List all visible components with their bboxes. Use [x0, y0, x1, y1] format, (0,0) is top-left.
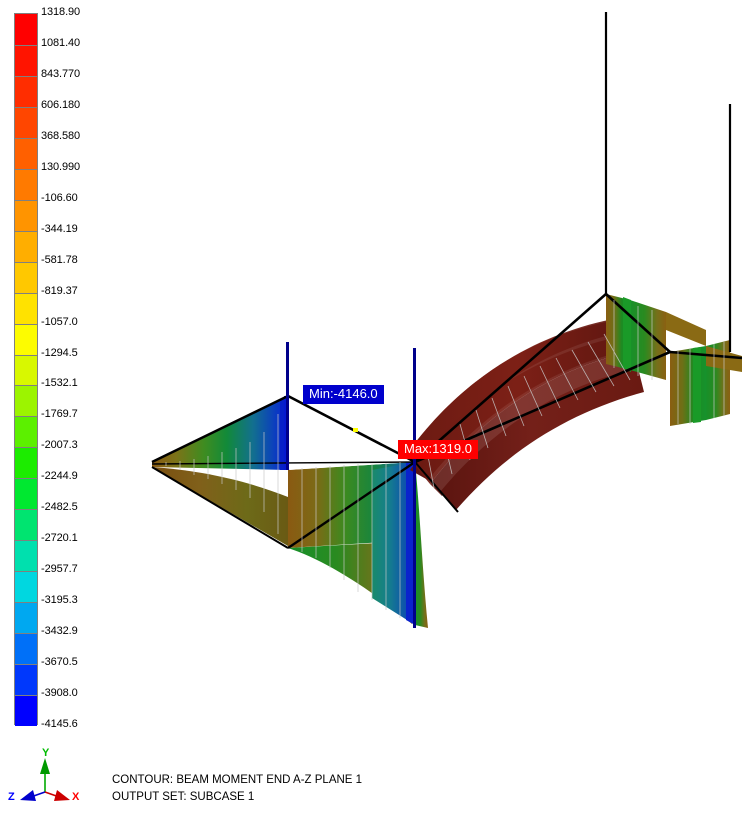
triad-axes-icon	[20, 758, 70, 801]
color-legend-tick-label: -4145.6	[41, 718, 78, 730]
color-legend-band	[15, 106, 37, 138]
color-legend-band	[15, 323, 37, 355]
caption-output-set-line: OUTPUT SET: SUBCASE 1	[112, 791, 255, 803]
caption-contour-line: CONTOUR: BEAM MOMENT END A-Z PLANE 1	[112, 774, 363, 786]
color-legend-tick-label: -3670.5	[41, 656, 78, 669]
max-value-callout[interactable]: Max:1319.0	[398, 440, 478, 459]
color-legend-tick-label: -3195.3	[41, 594, 78, 607]
coordinate-triad[interactable]: Y Z X	[6, 748, 84, 812]
color-legend-band	[15, 168, 37, 200]
color-legend-band	[15, 199, 37, 231]
color-legend-tick-label: 606.180	[41, 98, 81, 111]
color-legend-tick-label: -2957.7	[41, 563, 78, 576]
triad-label-y: Y	[42, 747, 50, 759]
color-legend-band	[15, 540, 37, 572]
color-legend-tick-label: -1057.0	[41, 315, 78, 328]
color-legend: 1318.90 1081.40 843.770 606.180 368.580 130.9…	[0, 0, 110, 740]
color-legend-band	[15, 354, 37, 386]
triad-label-x: X	[72, 791, 80, 803]
color-legend-tick-label: -106.60	[41, 191, 78, 204]
model-viewport[interactable]	[110, 0, 742, 740]
color-legend-band	[15, 385, 37, 417]
color-legend-tick-label: -1294.5	[41, 346, 78, 359]
color-legend-band	[15, 230, 37, 262]
color-legend-tick-label: -2720.1	[41, 532, 78, 545]
color-legend-band	[15, 447, 37, 479]
color-legend-band	[15, 261, 37, 293]
beam-moment-contour-graphic	[151, 12, 742, 628]
color-legend-tick-label: -819.37	[41, 284, 78, 297]
color-legend-band	[15, 292, 37, 324]
plot-caption: CONTOUR: BEAM MOMENT END A-Z PLANE 1 OUT…	[112, 772, 362, 806]
color-legend-tick-label: -581.78	[41, 253, 78, 266]
triad-label-z: Z	[8, 791, 15, 803]
color-legend-bar[interactable]	[14, 13, 38, 726]
color-legend-tick-label: -1532.1	[41, 377, 78, 390]
color-legend-tick-label: -344.19	[41, 222, 78, 235]
color-legend-tick-label: 368.580	[41, 129, 81, 142]
color-legend-tick-label: 1318.90	[41, 6, 81, 18]
color-legend-band	[15, 44, 37, 76]
color-legend-tick-label: 843.770	[41, 67, 81, 80]
color-legend-band	[15, 509, 37, 541]
color-legend-band	[15, 75, 37, 107]
color-legend-tick-label: -3432.9	[41, 625, 78, 638]
color-legend-tick-label: -2007.3	[41, 439, 78, 452]
color-legend-band	[15, 478, 37, 510]
color-legend-band	[15, 137, 37, 169]
color-legend-band	[15, 664, 37, 696]
color-legend-tick-label: -2482.5	[41, 501, 78, 514]
color-legend-band	[15, 695, 37, 726]
color-legend-band	[15, 602, 37, 634]
color-legend-tick-label: 130.990	[41, 160, 81, 173]
color-legend-band	[15, 633, 37, 665]
min-value-callout[interactable]: Min:-4146.0	[303, 385, 384, 404]
color-legend-tick-label: -2244.9	[41, 470, 78, 483]
color-legend-band	[15, 571, 37, 603]
color-legend-tick-label: -1769.7	[41, 408, 78, 421]
color-legend-tick-label: -3908.0	[41, 687, 78, 700]
color-legend-tick-label: 1081.40	[41, 36, 81, 49]
color-legend-band	[15, 416, 37, 448]
color-legend-band	[15, 14, 37, 45]
